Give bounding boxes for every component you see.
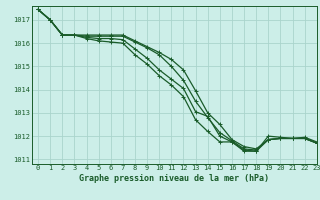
X-axis label: Graphe pression niveau de la mer (hPa): Graphe pression niveau de la mer (hPa): [79, 174, 269, 183]
